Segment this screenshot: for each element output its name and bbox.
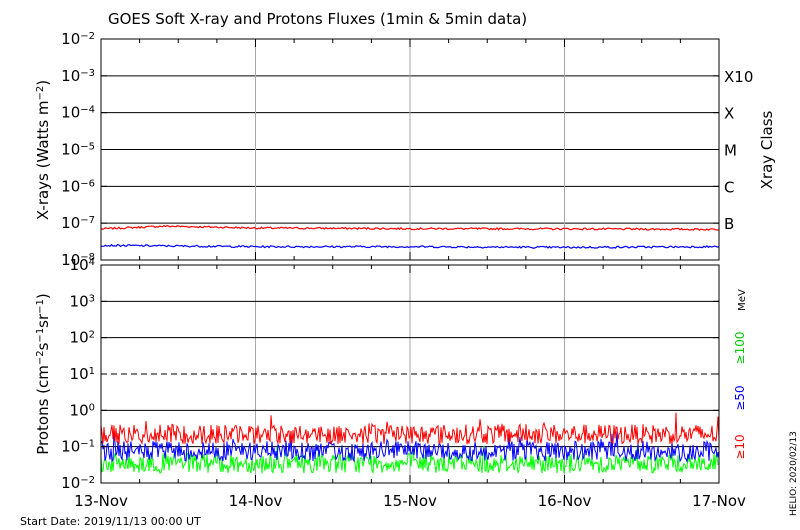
protons-series-line — [100, 445, 720, 475]
xray-y-tick-label: 10−8 — [61, 251, 95, 269]
protons-series-line — [100, 412, 720, 445]
protons-y-tick-label: 10−2 — [61, 474, 95, 492]
xray-class-label: X10 — [724, 68, 753, 86]
xray-y-tick-label: 10−7 — [61, 214, 95, 232]
protons-energy-label: MeV — [737, 289, 748, 311]
xray-series-line — [100, 224, 720, 231]
x-tick-label: 13-Nov — [74, 492, 128, 510]
protons-y-tick-label: 10−1 — [61, 438, 95, 456]
protons-series-line — [100, 430, 720, 463]
protons-energy-label: ≥100 — [733, 332, 747, 365]
protons-energy-label: ≥10 — [733, 434, 747, 459]
xray-y-tick-label: 10−3 — [61, 67, 95, 85]
protons-energy-label: ≥50 — [733, 385, 747, 410]
xray-y-tick-label: 10−2 — [61, 30, 95, 48]
x-tick-label: 15-Nov — [383, 492, 437, 510]
protons-y-tick-label: 101 — [70, 365, 95, 383]
xray-y-tick-label: 10−5 — [61, 141, 95, 159]
chart-title: GOES Soft X-ray and Protons Fluxes (1min… — [108, 10, 527, 28]
xray-class-label: B — [724, 215, 734, 233]
x-tick-label: 16-Nov — [538, 492, 592, 510]
protons-y-axis-label: Protons (cm−2s−1sr−1) — [34, 293, 52, 455]
xray-y-tick-label: 10−6 — [61, 177, 95, 195]
xray-class-axis-label: Xray Class — [758, 110, 776, 189]
protons-panel: 10−2 10−1 100 101 102 103 104 MeV ≥100 ≥50 ≥10 Pr… — [34, 256, 748, 492]
xray-class-label: X — [724, 105, 734, 123]
protons-y-tick-label: 102 — [70, 329, 95, 347]
xray-y-axis-label: X-rays (Watts m−2) — [34, 80, 52, 220]
xray-class-label: C — [724, 178, 734, 196]
xray-class-label: M — [724, 142, 737, 160]
protons-y-tick-label: 100 — [70, 401, 95, 419]
x-tick-label: 14-Nov — [229, 492, 283, 510]
credit-label: HELIO: 2020/02/13 — [789, 431, 799, 516]
xray-series-line — [100, 243, 720, 249]
protons-y-tick-label: 104 — [70, 256, 95, 274]
protons-y-tick-label: 103 — [70, 292, 95, 310]
start-date: Start Date: 2019/11/13 00:00 UT — [20, 515, 201, 528]
xray-panel: 10−8 10−7 10−6 10−5 10−4 10−3 10−2 B CM X X10 X-r… — [34, 30, 776, 269]
xray-y-tick-label: 10−4 — [61, 104, 95, 122]
x-tick-label: 17-Nov — [692, 492, 746, 510]
